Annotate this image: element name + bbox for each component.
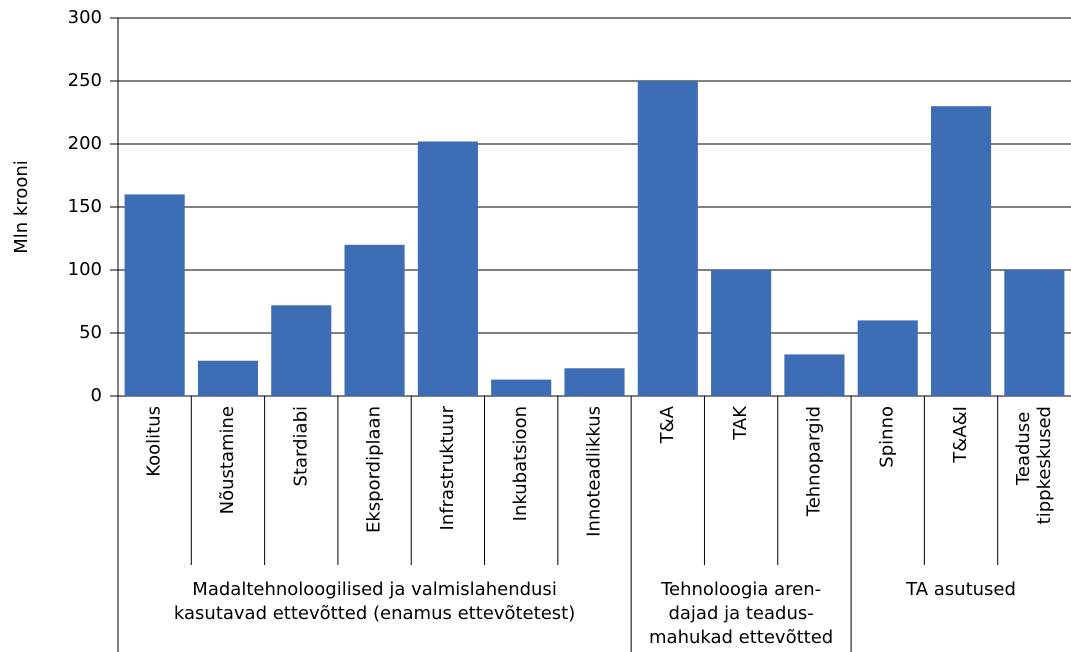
group-label: Tehnoloogia aren- [660,579,821,600]
y-tick-label: 300 [68,7,102,28]
x-tick-label: Inkubatsioon [510,406,531,521]
group-label: Madaltehnoloogilised ja valmislahendusi [192,579,557,600]
y-axis-label: Mln krooni [11,160,32,254]
x-tick-label: TAK [730,405,751,441]
x-tick-label: Tehnopargid [803,406,824,517]
bar [857,320,918,396]
group-label: TA asutused [905,579,1016,600]
bar [491,379,552,396]
bar [930,106,992,396]
bar [344,244,405,396]
y-tick-label: 250 [68,70,102,91]
bar [711,270,772,396]
x-tick-label: Spinno [877,406,898,468]
y-tick-label: 200 [68,133,102,154]
bar [784,354,845,396]
bar [637,81,698,396]
x-tick-label: Ekspordiplaan [364,406,385,533]
group-label: kasutavad ettevõtted (enamus ettevõtetes… [174,603,575,624]
group-label: mahukad ettevõtted [649,627,833,648]
y-tick-label: 0 [91,385,102,406]
x-tick-label: T&A [657,405,678,444]
x-tick-label: Teaduse tippkeskused [1013,406,1055,524]
y-tick-label: 50 [79,322,102,343]
y-tick-label: 150 [68,196,102,217]
x-tick-label: Koolitus [144,406,165,477]
y-tick-label: 100 [68,259,102,280]
x-tick-label: Infrastruktuur [437,405,458,530]
bar [271,305,332,396]
bar [1004,270,1065,396]
bar [417,141,478,396]
x-tick-label: Stardiabi [290,406,311,486]
bar [124,194,185,396]
group-label: dajad ja teadus- [668,603,813,624]
bar [197,360,259,396]
x-tick-label: Nõustamine [217,406,238,514]
x-tick-label: T&A&I [950,406,971,464]
x-tick-label: Innoteadlikkus [584,406,605,537]
bar [564,368,625,396]
